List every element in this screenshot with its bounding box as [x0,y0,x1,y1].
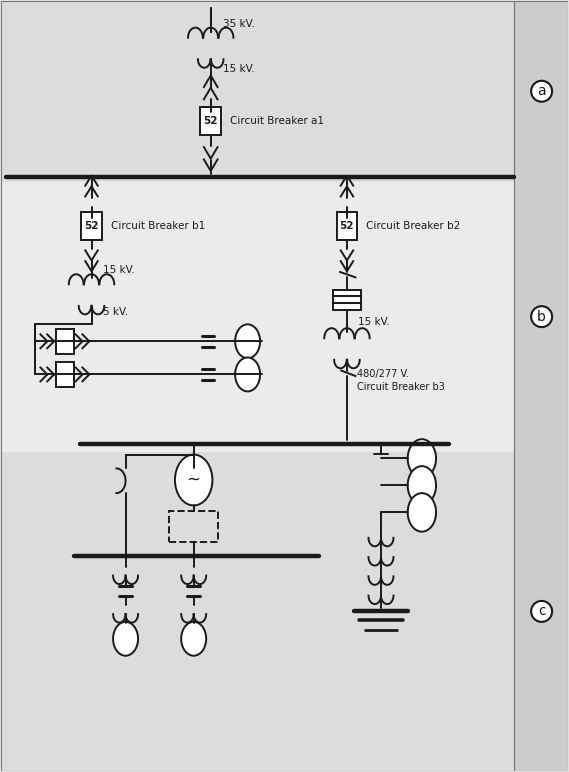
Bar [1,1,514,181]
Bar [200,107,221,135]
Text: 35 kV.: 35 kV. [223,19,255,29]
Text: Circuit Breaker a1: Circuit Breaker a1 [230,116,324,126]
Bar [56,329,75,354]
Bar [514,1,568,771]
Text: Circuit Breaker b1: Circuit Breaker b1 [111,221,205,231]
Bar [56,362,75,387]
Bar [514,1,568,771]
Bar [169,511,218,542]
Text: 5 kV.: 5 kV. [103,307,128,317]
Text: Circuit Breaker b2: Circuit Breaker b2 [366,221,460,231]
Circle shape [407,466,436,505]
Text: b: b [537,310,546,323]
Circle shape [235,357,260,391]
Circle shape [113,621,138,655]
Text: ~: ~ [187,471,201,489]
Circle shape [181,621,206,655]
Bar [333,290,361,310]
Text: a: a [537,84,546,98]
Text: 52: 52 [84,221,99,231]
Text: 15 kV.: 15 kV. [358,317,390,327]
Circle shape [235,324,260,358]
Bar [81,212,102,239]
Circle shape [407,493,436,532]
Circle shape [175,455,212,506]
Text: 52: 52 [340,221,354,231]
Bar [337,212,357,239]
Text: 480/277 V.
Circuit Breaker b3: 480/277 V. Circuit Breaker b3 [357,369,445,392]
Bar [1,452,514,771]
Text: c: c [538,604,546,618]
Circle shape [407,439,436,478]
Bar [1,181,514,452]
Text: 15 kV.: 15 kV. [103,265,135,275]
Text: 15 kV.: 15 kV. [223,63,255,73]
Text: 52: 52 [204,116,218,126]
